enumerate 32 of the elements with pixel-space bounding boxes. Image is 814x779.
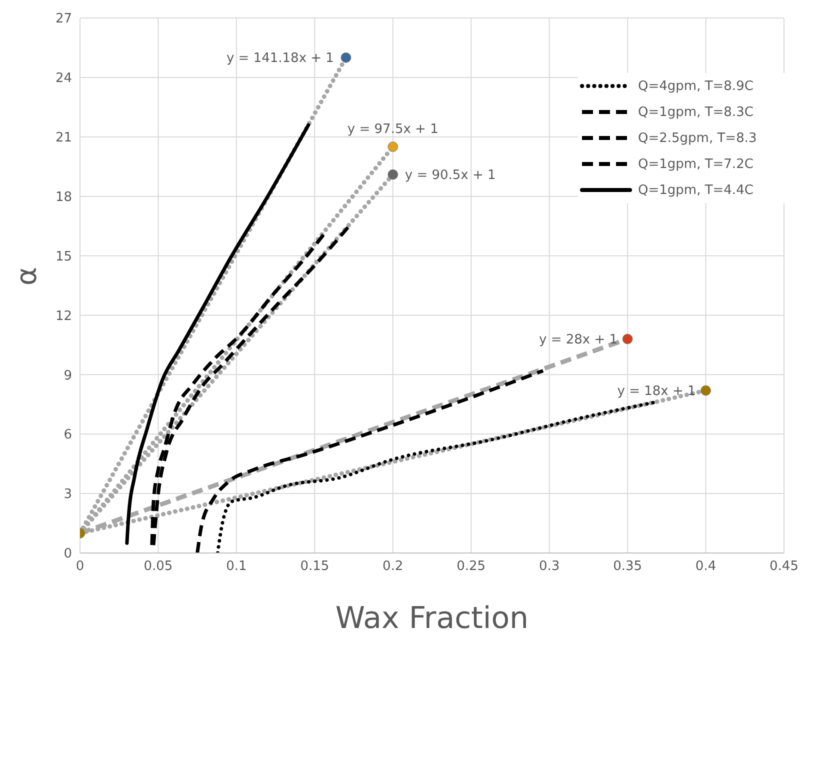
y-tick-label: 9	[64, 368, 72, 384]
legend-label: Q=1gpm, T=8.3C	[638, 104, 754, 120]
y-tick-label: 3	[64, 487, 72, 502]
annotation: y = 90.5x + 1	[404, 168, 496, 184]
annotation: y = 141.18x + 1	[226, 51, 334, 66]
x-tick-label: 0.05	[144, 559, 173, 574]
y-tick-label: 0	[64, 546, 72, 562]
legend-label: Q=4gpm, T=8.9C	[638, 78, 754, 94]
legend-label: Q=1gpm, T=4.4C	[638, 182, 754, 198]
x-tick-label: 0.15	[300, 559, 330, 574]
y-tick-label: 27	[55, 12, 72, 27]
x-tick-label: 0	[76, 559, 84, 574]
annotation: y = 18x + 1	[617, 384, 696, 400]
x-tick-label: 0.4	[695, 559, 716, 574]
y-tick-label: 6	[64, 428, 72, 443]
annotation: y = 28x + 1	[539, 332, 618, 348]
legend-label: Q=1gpm, T=7.2C	[638, 156, 754, 172]
y-axis-title: α	[10, 267, 43, 286]
annotation: y = 97.5x + 1	[347, 122, 438, 137]
x-tick-label: 0.45	[770, 559, 798, 574]
x-tick-label: 0.2	[382, 559, 404, 574]
y-tick-label: 15	[55, 249, 72, 264]
y-tick-label: 24	[55, 71, 72, 86]
x-tick-label: 0.25	[456, 559, 486, 574]
x-axis-title: Wax Fraction	[335, 601, 529, 636]
legend-label: Q=2.5gpm, T=8.3	[638, 130, 757, 146]
x-tick-label: 0.35	[613, 559, 642, 574]
x-tick-label: 0.3	[538, 559, 560, 574]
y-tick-label: 18	[55, 190, 72, 205]
y-tick-label: 21	[55, 130, 72, 146]
y-tick-label: 12	[55, 308, 72, 324]
x-tick-label: 0.1	[226, 559, 247, 574]
